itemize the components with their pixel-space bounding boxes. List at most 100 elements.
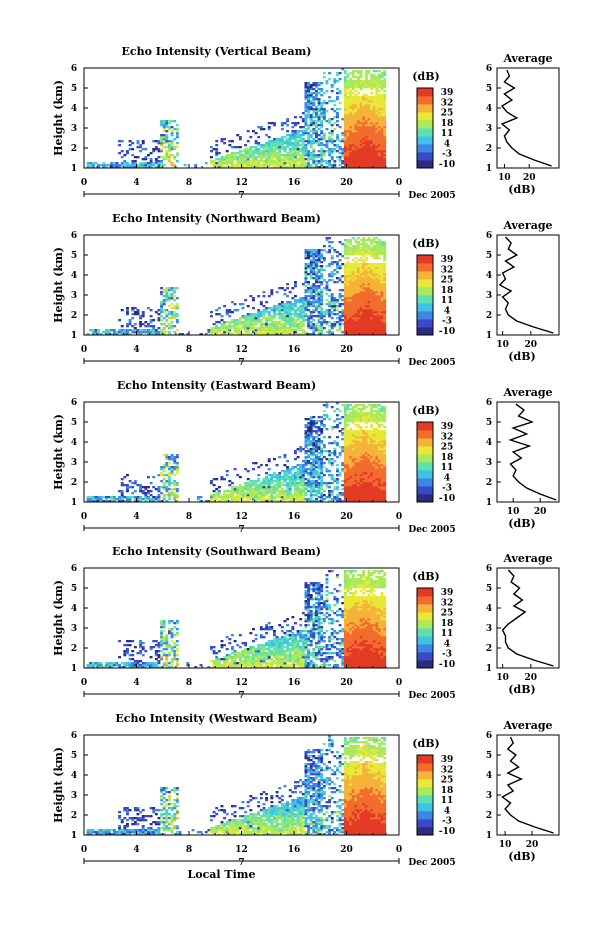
heatmap-cell <box>275 158 279 161</box>
heatmap-cell <box>315 490 318 493</box>
heatmap-cell <box>241 494 245 497</box>
heatmap-cell <box>278 150 282 153</box>
heatmap-cell <box>351 315 355 318</box>
heatmap-cell <box>168 482 171 485</box>
heatmap-cell <box>286 472 290 475</box>
heatmap-cell <box>338 311 342 314</box>
heatmap-cell <box>309 500 313 503</box>
heatmap-cell <box>370 160 374 163</box>
heatmap-cell <box>301 166 305 169</box>
heatmap-cell <box>252 156 255 159</box>
heatmap-cell <box>291 494 295 497</box>
heatmap-cell <box>288 142 292 145</box>
heatmap-cell <box>380 138 384 141</box>
heatmap-cell <box>320 323 324 326</box>
heatmap-cell <box>359 160 363 163</box>
heatmap-cell <box>346 490 350 493</box>
heatmap-cell <box>283 456 287 459</box>
heatmap-cell <box>328 263 332 266</box>
heatmap-cell <box>165 122 169 125</box>
heatmap-cell <box>152 500 156 503</box>
heatmap-cell <box>375 317 379 320</box>
heatmap-cell <box>157 309 161 312</box>
heatmap-cell <box>378 293 381 296</box>
heatmap-cell <box>228 331 232 334</box>
heatmap-cell <box>262 482 266 485</box>
heatmap-cell <box>320 261 324 264</box>
heatmap-cell <box>312 301 316 304</box>
heatmap-cell <box>349 408 353 411</box>
heatmap-cell <box>133 496 137 499</box>
heatmap-cell <box>333 116 337 119</box>
heatmap-cell <box>304 154 308 157</box>
heatmap-cell <box>372 317 376 320</box>
heatmap-cell <box>238 166 242 169</box>
heatmap-cell <box>341 494 345 497</box>
heatmap-cell <box>267 128 271 131</box>
heatmap-cell <box>362 255 366 258</box>
heatmap-cell <box>315 98 318 101</box>
heatmap-cell <box>286 162 290 165</box>
heatmap-cell <box>249 321 253 324</box>
heatmap-cell <box>333 166 337 169</box>
heatmap-cell <box>278 156 282 159</box>
heatmap-cell <box>375 303 379 306</box>
heatmap-cell <box>273 498 276 501</box>
heatmap-cell <box>309 253 313 256</box>
heatmap-cell <box>359 116 363 119</box>
heatmap-cell <box>309 92 313 95</box>
heatmap-cell <box>86 166 90 169</box>
heatmap-cell <box>378 132 381 135</box>
heatmap-cell <box>299 126 303 129</box>
heatmap-cells <box>86 237 387 336</box>
heatmap-cell <box>304 319 308 322</box>
heatmap-cell <box>118 144 122 147</box>
heatmap-cell <box>312 309 316 312</box>
heatmap-cell <box>367 146 371 149</box>
heatmap-cell <box>238 331 242 334</box>
heatmap-cell <box>362 315 366 318</box>
heatmap-cell <box>351 72 355 75</box>
heatmap-cell <box>359 166 363 169</box>
heatmap-cell <box>273 156 276 159</box>
heatmap-cell <box>330 313 334 316</box>
heatmap-cell <box>359 498 363 501</box>
heatmap-cell <box>265 484 269 487</box>
heatmap-cell <box>346 406 350 409</box>
heatmap-cell <box>278 496 282 499</box>
heatmap-cell <box>270 492 274 495</box>
heatmap-cell <box>296 301 300 304</box>
heatmap-cell <box>280 323 284 326</box>
heatmap-cell <box>383 323 387 326</box>
heatmap-cell <box>162 126 166 129</box>
heatmap-cell <box>325 285 329 288</box>
heatmap-cell <box>351 277 355 280</box>
heatmap-cell <box>375 251 379 254</box>
heatmap-cell <box>120 333 124 336</box>
heatmap-cell <box>351 329 355 332</box>
heatmap-cell <box>375 331 379 334</box>
heatmap-cell <box>312 323 316 326</box>
heatmap-cell <box>309 142 313 145</box>
heatmap-cell <box>370 299 374 302</box>
heatmap-cell <box>325 251 329 254</box>
heatmap-cell <box>317 249 321 252</box>
heatmap-cell <box>320 122 324 125</box>
heatmap-cell <box>259 126 263 129</box>
heatmap-cell <box>252 319 255 322</box>
heatmap-cell <box>346 430 350 433</box>
heatmap-cell <box>291 144 295 147</box>
heatmap-cell <box>346 108 350 111</box>
heatmap-cell <box>128 333 132 336</box>
heatmap-cell <box>372 162 376 165</box>
heatmap-cell <box>354 289 358 292</box>
heatmap-cell <box>362 160 366 163</box>
heatmap-cell <box>212 500 216 503</box>
heatmap-cell <box>301 142 305 145</box>
heatmap-cell <box>296 329 300 332</box>
heatmap-cell <box>139 331 143 334</box>
heatmap-cell <box>338 164 342 167</box>
heatmap-cell <box>307 158 311 161</box>
heatmap-cell <box>357 279 360 282</box>
heatmap-cell <box>336 146 339 149</box>
